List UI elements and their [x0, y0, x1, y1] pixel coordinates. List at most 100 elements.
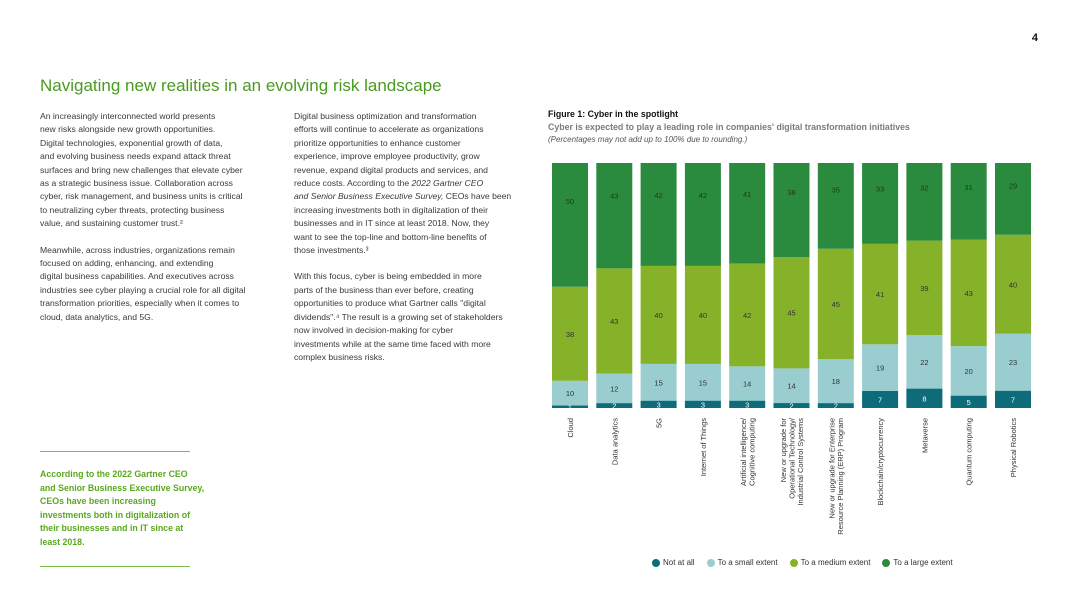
bar-segment [773, 403, 810, 408]
paragraph-1-line: surfaces and bring new challenges that e… [40, 164, 243, 175]
bar-segment [773, 368, 810, 404]
data-label: 40 [699, 311, 707, 320]
category-label: Data analytics [610, 418, 619, 465]
bar-segment [995, 390, 1031, 408]
paragraph-2-line: cloud, data analytics, and 5G. [40, 311, 154, 322]
data-label: 41 [876, 290, 884, 299]
paragraph-1-line: value, and sustaining customer trust.² [40, 218, 183, 229]
page-number: 4 [1031, 32, 1038, 44]
paragraph-3-line: efforts will continue to accelerate as o… [294, 124, 484, 135]
category-label: Metaverse [920, 418, 929, 453]
data-label: 18 [832, 377, 840, 386]
data-label: 43 [610, 192, 618, 201]
paragraph-2-line: transformation priorities, especially wh… [40, 298, 240, 309]
paragraph-4-line: opportunities to produce what Gartner ca… [294, 298, 486, 309]
paragraph-4-line: dividends".⁴ The result is a growing set… [294, 311, 503, 322]
paragraph-1-line: An increasingly interconnected world pre… [40, 111, 216, 121]
body-column-1: An increasingly interconnected world pre… [40, 110, 280, 337]
paragraph-3-line: businesses and in IT since at least 2018… [294, 218, 490, 229]
figure-title: Figure 1: Cyber in the spotlight [548, 109, 679, 119]
page-title: Navigating new realities in an evolving … [40, 76, 442, 95]
data-label: 5 [967, 398, 971, 407]
legend-item: To a small extent [706, 558, 778, 567]
data-label: 38 [566, 330, 574, 339]
paragraph-1-line: cyber, risk management, and business uni… [40, 191, 243, 202]
bar-segment [684, 163, 721, 266]
data-label: 15 [654, 378, 662, 387]
survey-name: and Senior Business Executive Survey, [294, 191, 444, 202]
bar-segment [906, 163, 943, 241]
data-label: 32 [920, 183, 928, 192]
category-label-line: Operational Technology/ [788, 417, 797, 499]
data-label: 7 [878, 395, 882, 404]
paragraph-3-line: those investments.³ [294, 245, 369, 256]
bar-segment [596, 403, 633, 408]
paragraph-4-line: With this focus, cyber is being embedded… [294, 271, 482, 282]
paragraph-1-line: Digital technologies, exponential growth… [40, 137, 223, 148]
legend-item: Not at all [652, 558, 695, 567]
bar-segment [596, 163, 633, 269]
bar-segment [640, 363, 677, 401]
bar-segment [773, 257, 810, 369]
body-column-2: Digital business optimization and transf… [294, 110, 534, 377]
data-label: 10 [566, 389, 574, 398]
bar-segment [950, 395, 987, 408]
survey-name: 2022 Gartner CEO [411, 178, 484, 189]
paragraph-4-line: complex business risks. [294, 351, 385, 362]
bar-segment [995, 333, 1031, 391]
paragraph-1-line: as a strategic business issue. Collabora… [40, 178, 233, 189]
bar-segment [684, 363, 721, 401]
legend-label: To a small extent [717, 558, 778, 567]
data-label: 42 [743, 311, 751, 320]
bar-segment [552, 405, 588, 408]
paragraph-2-line: industries see cyber playing a crucial r… [40, 284, 246, 295]
bar-segment [862, 243, 899, 345]
paragraph-1-line: to neutralizing cyber threats, protectin… [40, 204, 225, 215]
data-label: 38 [787, 188, 795, 197]
legend-swatch [706, 558, 715, 567]
data-label: 7 [1011, 395, 1015, 404]
bar-segment [729, 366, 766, 401]
data-label: 19 [876, 364, 884, 373]
category-label-line: Blockchain/cryptocurrency [876, 418, 885, 506]
callout-divider-bottom [40, 566, 190, 567]
data-label: 3 [657, 400, 661, 409]
bar-segment [906, 240, 943, 336]
category-label-line: Cloud [566, 418, 575, 438]
category-label: Artificial intelligence/Cognitive comput… [739, 417, 757, 486]
category-label: Internet of Things [699, 418, 708, 476]
data-label: 1 [568, 403, 572, 412]
data-label: 50 [566, 197, 574, 206]
bar-segment [596, 373, 633, 404]
category-label-line: Resource Planning (ERP) Program [836, 418, 845, 535]
legend-swatch [652, 558, 660, 567]
paragraph-2-line: Meanwhile, across industries, organizati… [40, 244, 235, 255]
data-label: 2 [789, 402, 793, 411]
paragraph-2-line: focused on adding, enhancing, and extend… [40, 258, 214, 269]
legend-label: To a large extent [893, 558, 953, 567]
data-label: 45 [787, 309, 795, 318]
data-label: 20 [965, 367, 973, 376]
paragraph-4: With this focus, cyber is being embedded… [294, 270, 534, 364]
category-label-line: Cognitive computing [747, 418, 756, 486]
data-label: 29 [1009, 182, 1017, 191]
legend-label: To a medium extent [800, 558, 871, 567]
category-label: Cloud [566, 418, 575, 438]
bar-segment [640, 163, 677, 266]
bar-segment [773, 163, 810, 258]
callout-quote: According to the 2022 Gartner CEO and Se… [40, 469, 205, 547]
category-label-line: Industrial Control Systems [796, 418, 805, 506]
figure-subtitle: Cyber is expected to play a leading role… [548, 122, 910, 132]
category-label-line: Physical Robotics [1009, 418, 1018, 477]
data-label: 35 [832, 186, 840, 195]
callout-divider-top [40, 451, 190, 452]
bar-segment [906, 335, 943, 389]
data-label: 43 [610, 317, 618, 326]
category-label-line: Quantum computing [965, 418, 974, 486]
data-label: 15 [699, 378, 707, 387]
category-label: Blockchain/cryptocurrency [876, 418, 885, 506]
bar-segment [995, 234, 1031, 334]
data-label: 8 [922, 394, 926, 403]
data-label: 2 [612, 402, 616, 411]
